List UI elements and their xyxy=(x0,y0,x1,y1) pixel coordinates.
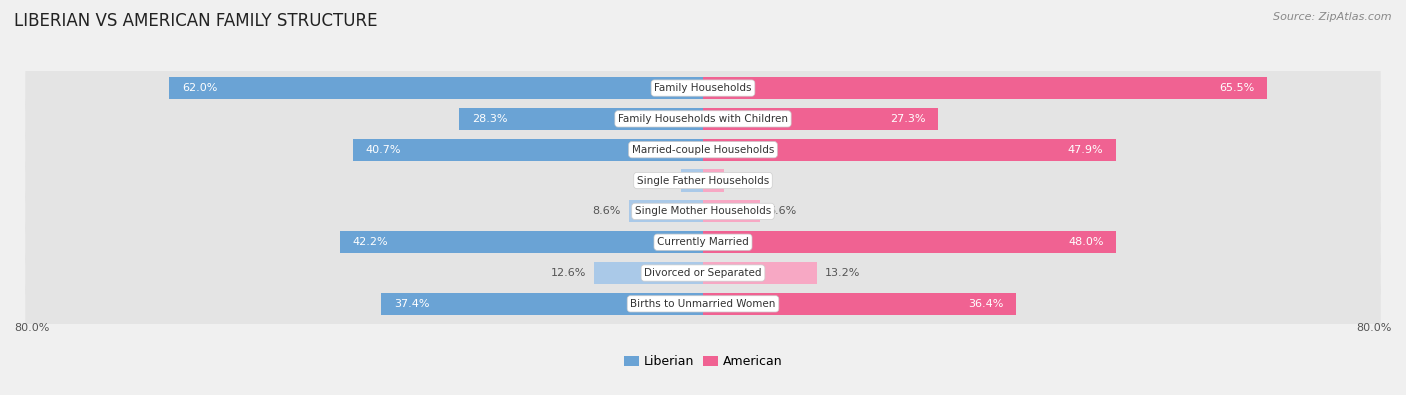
Bar xyxy=(703,231,1116,253)
Text: 28.3%: 28.3% xyxy=(472,114,508,124)
Text: 2.4%: 2.4% xyxy=(733,175,761,186)
FancyBboxPatch shape xyxy=(25,251,1381,298)
Text: Births to Unmarried Women: Births to Unmarried Women xyxy=(630,299,776,309)
FancyBboxPatch shape xyxy=(25,220,1381,267)
Text: 37.4%: 37.4% xyxy=(394,299,429,309)
FancyBboxPatch shape xyxy=(25,97,1381,143)
Text: 65.5%: 65.5% xyxy=(1219,83,1254,93)
Text: 62.0%: 62.0% xyxy=(181,83,218,93)
FancyBboxPatch shape xyxy=(25,189,1381,236)
Text: Family Households: Family Households xyxy=(654,83,752,93)
Text: 2.5%: 2.5% xyxy=(644,175,673,186)
Text: LIBERIAN VS AMERICAN FAMILY STRUCTURE: LIBERIAN VS AMERICAN FAMILY STRUCTURE xyxy=(14,12,378,30)
Bar xyxy=(703,293,1017,315)
Bar xyxy=(703,139,1115,161)
Bar xyxy=(169,77,703,99)
Text: Source: ZipAtlas.com: Source: ZipAtlas.com xyxy=(1274,12,1392,22)
FancyBboxPatch shape xyxy=(25,282,1381,329)
Text: 47.9%: 47.9% xyxy=(1067,145,1102,155)
Text: 8.6%: 8.6% xyxy=(592,206,620,216)
Text: Family Households with Children: Family Households with Children xyxy=(619,114,787,124)
Text: Currently Married: Currently Married xyxy=(657,237,749,247)
Bar xyxy=(682,169,703,192)
Bar xyxy=(353,139,703,161)
Text: 48.0%: 48.0% xyxy=(1069,237,1104,247)
Text: 12.6%: 12.6% xyxy=(551,268,586,278)
Bar xyxy=(703,200,759,222)
Legend: Liberian, American: Liberian, American xyxy=(619,350,787,373)
Text: 6.6%: 6.6% xyxy=(769,206,797,216)
FancyBboxPatch shape xyxy=(25,66,1381,113)
Bar xyxy=(460,108,703,130)
Text: Divorced or Separated: Divorced or Separated xyxy=(644,268,762,278)
FancyBboxPatch shape xyxy=(25,158,1381,205)
Text: Single Father Households: Single Father Households xyxy=(637,175,769,186)
FancyBboxPatch shape xyxy=(25,128,1381,174)
Text: 27.3%: 27.3% xyxy=(890,114,925,124)
Text: Married-couple Households: Married-couple Households xyxy=(631,145,775,155)
Text: 40.7%: 40.7% xyxy=(366,145,401,155)
Text: 42.2%: 42.2% xyxy=(353,237,388,247)
Text: 80.0%: 80.0% xyxy=(1357,323,1392,333)
Bar xyxy=(381,293,703,315)
Bar xyxy=(703,262,817,284)
Bar xyxy=(595,262,703,284)
Text: 80.0%: 80.0% xyxy=(14,323,49,333)
Bar xyxy=(628,200,703,222)
Bar xyxy=(703,108,938,130)
Text: 36.4%: 36.4% xyxy=(969,299,1004,309)
Bar xyxy=(703,169,724,192)
Text: 13.2%: 13.2% xyxy=(825,268,860,278)
Text: Single Mother Households: Single Mother Households xyxy=(636,206,770,216)
Bar xyxy=(340,231,703,253)
Bar xyxy=(703,77,1267,99)
